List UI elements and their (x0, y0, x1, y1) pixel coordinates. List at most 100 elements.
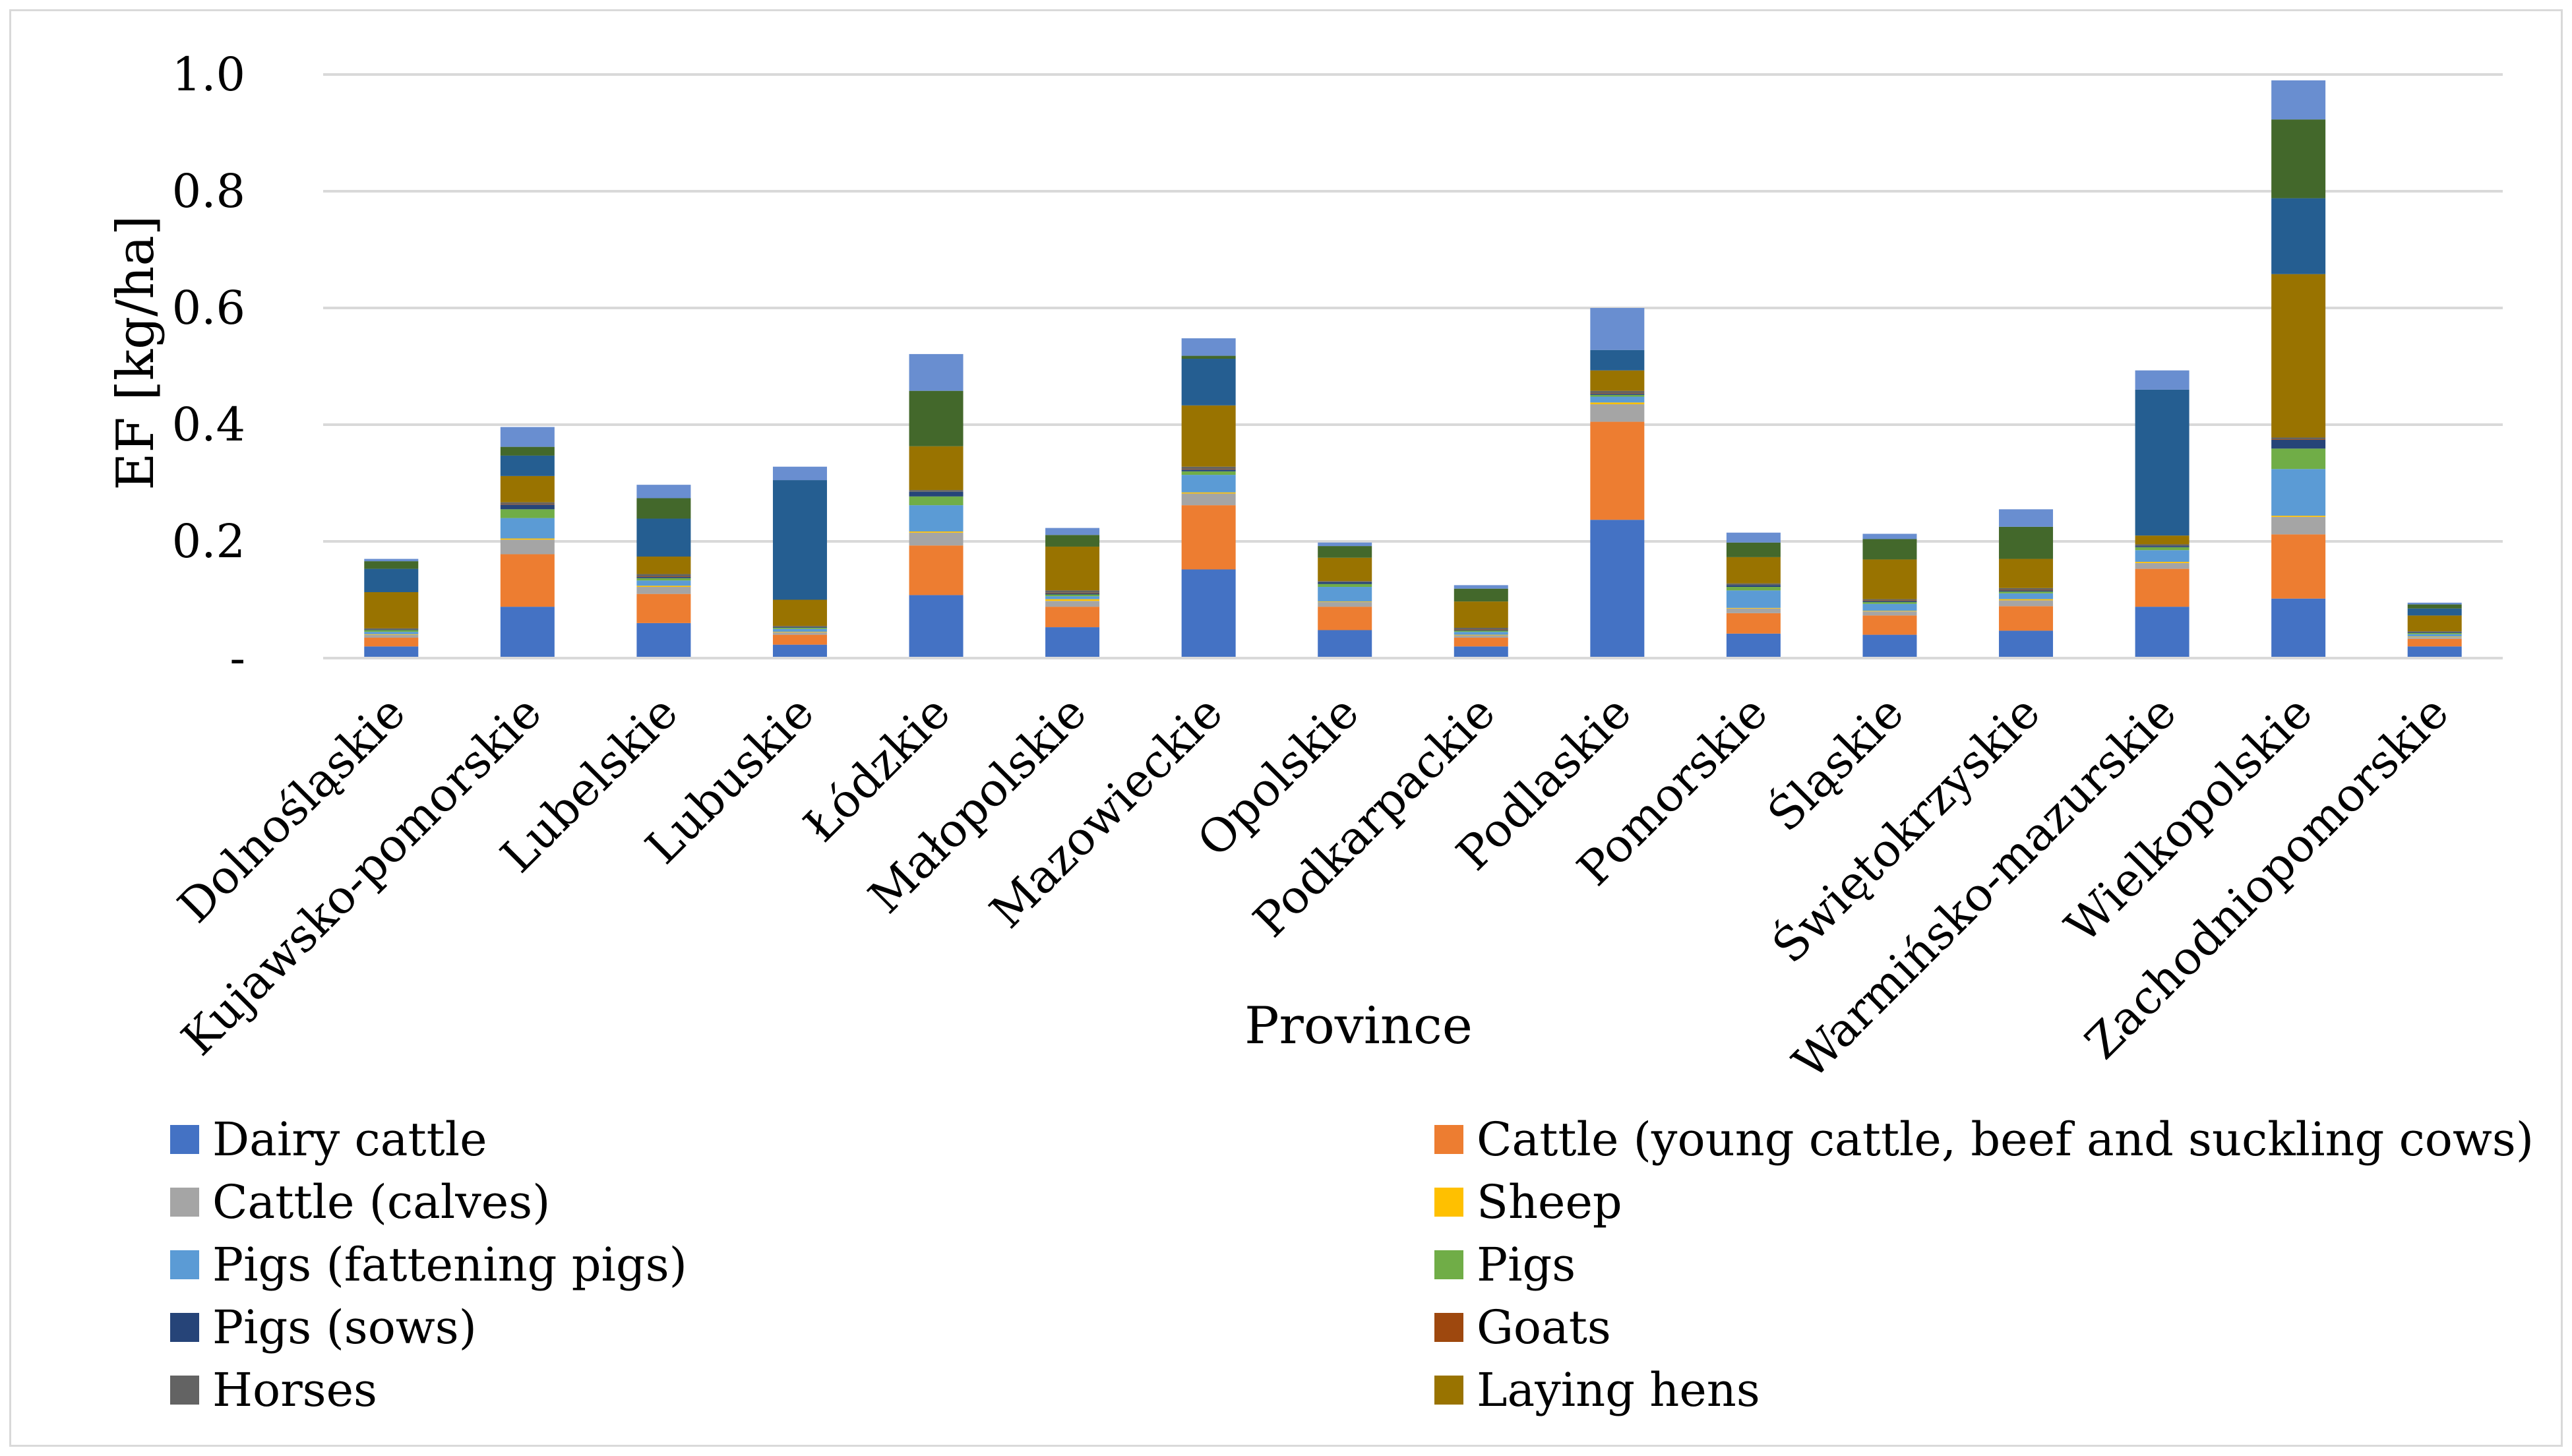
bar-segment (1862, 615, 1917, 635)
x-axis-title: Province (1244, 996, 1473, 1056)
bar-segment (1181, 569, 1236, 658)
y-tick-label: - (230, 631, 245, 685)
bar-segment (1318, 557, 1372, 582)
bar-segment (772, 627, 827, 629)
bar-segment (1181, 358, 1236, 406)
legend-label: Goats (1477, 1300, 1611, 1354)
bar-segment (1590, 390, 1645, 394)
bar-segment (1862, 600, 1917, 601)
bar-segment (2407, 632, 2462, 634)
bar-segment (1318, 581, 1372, 582)
bar-segment (2135, 547, 2189, 551)
legend-swatch (170, 1188, 199, 1217)
legend-label: Cattle (young cattle, beef and suckling … (1477, 1112, 2534, 1167)
bar-segment (1454, 632, 1508, 635)
bar-segment (1045, 593, 1100, 595)
bar-segment (1590, 349, 1645, 371)
bar-segment (500, 554, 555, 607)
bar-segment (2271, 469, 2326, 516)
bar-segment (2271, 516, 2326, 517)
bar-segment (1454, 630, 1508, 631)
bar-segment (1999, 630, 2054, 658)
bar-segment (1862, 559, 1917, 599)
legend-swatch (1434, 1313, 1463, 1342)
bar-segment (636, 574, 691, 577)
bar-segment (2407, 602, 2462, 605)
bar-segment (772, 466, 827, 481)
bar-segment (2407, 631, 2462, 633)
bar-segment (909, 532, 964, 546)
bar-segment (2271, 448, 2326, 470)
bar-segment (909, 505, 964, 531)
bar-segment (1181, 338, 1236, 356)
bar-segment (1318, 542, 1372, 547)
bar-segment (1318, 602, 1372, 607)
bar-segment (1045, 594, 1100, 597)
bar-segment (1862, 601, 1917, 603)
bar-segment (2271, 80, 2326, 120)
legend-label: Pigs (fattening pigs) (212, 1238, 687, 1292)
bar-segment (636, 593, 691, 623)
bar-segment (2407, 615, 2462, 632)
bar-segment (2135, 562, 2189, 569)
x-category-label: Podkarpackie (1243, 685, 1506, 948)
bar-segment (2271, 516, 2326, 535)
bar-segment (1862, 634, 1917, 658)
bar-segment (909, 531, 964, 533)
bar-segment (2135, 550, 2189, 562)
bar-segment (1318, 587, 1372, 602)
bar-segment (636, 498, 691, 519)
legend-label: Sheep (1477, 1175, 1622, 1229)
bar-segment (1590, 404, 1645, 422)
bar-segment (364, 630, 419, 632)
bar-segment (1726, 542, 1781, 557)
bar-segment (364, 646, 419, 658)
legend-swatch (170, 1125, 199, 1154)
bar-segment (1045, 528, 1100, 535)
bar-segment (2407, 638, 2462, 647)
bar-segment (636, 622, 691, 658)
bar-segment (1181, 493, 1236, 506)
bar-segment (772, 626, 827, 628)
bar-segment (1454, 588, 1508, 602)
bar-segment (1726, 587, 1781, 591)
bar-segment (636, 576, 691, 577)
bar-segment (2135, 546, 2189, 547)
y-tick-label: 1.0 (172, 47, 245, 102)
bar-segment (1862, 603, 1917, 611)
bar-segment (500, 509, 555, 518)
bar-segment (1726, 633, 1781, 658)
bar-segment (909, 490, 964, 492)
bar-segment (1454, 627, 1508, 630)
bar-segment (1454, 638, 1508, 647)
bar-segment (772, 644, 827, 658)
legend-swatch (1434, 1125, 1463, 1154)
bar-segment (500, 504, 555, 510)
bar-segment (636, 580, 691, 586)
bar-segment (1999, 588, 2054, 590)
bar-segment (1181, 492, 1236, 494)
bar-segment (1862, 533, 1917, 539)
bar-segment (2407, 632, 2462, 633)
bar-segment (364, 634, 419, 635)
legend-label: Cattle (calves) (212, 1175, 550, 1229)
bar-segment (2407, 637, 2462, 639)
bar-segment (909, 496, 964, 506)
bar-segment (1045, 590, 1100, 593)
bar-segment (1590, 520, 1645, 658)
bar-segment (2271, 119, 2326, 198)
bar-segment (772, 632, 827, 635)
bar-segment (1181, 405, 1236, 467)
bar-segment (1590, 394, 1645, 397)
legend-label: Laying hens (1477, 1363, 1760, 1417)
bar-segment (1318, 601, 1372, 603)
bar-segment (1318, 630, 1372, 658)
x-category-label: Wielkopolskie (2055, 685, 2323, 954)
legend: Dairy cattle Cattle (young cattle, beef a… (170, 1112, 2534, 1417)
bar-segment (1045, 546, 1100, 591)
bar-segment (1454, 601, 1508, 628)
bar-segment (364, 632, 419, 634)
bar-segment (909, 491, 964, 497)
bar-segment (2271, 598, 2326, 658)
